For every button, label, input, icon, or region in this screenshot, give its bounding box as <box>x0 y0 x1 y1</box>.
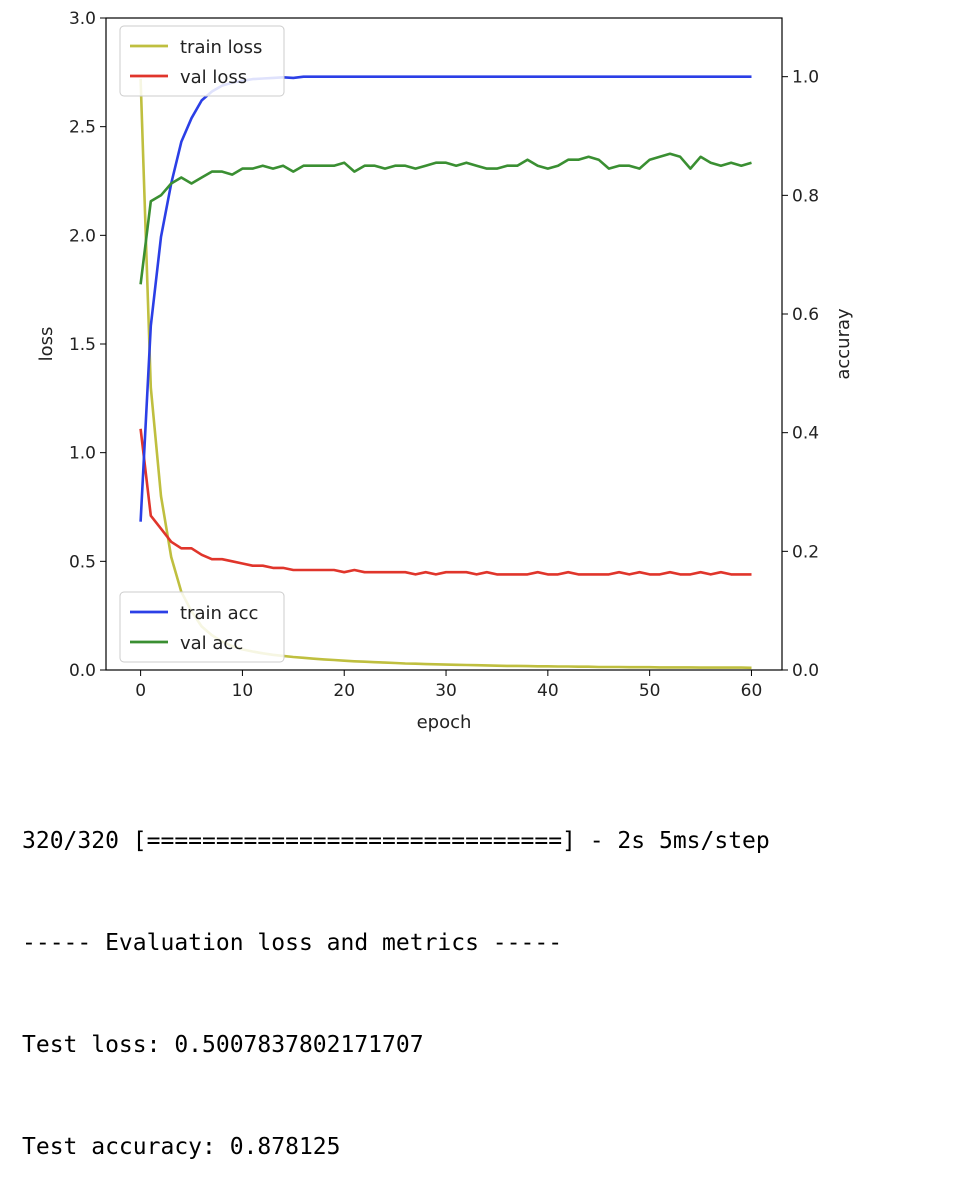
y-left-tick-label: 0.0 <box>69 661 96 681</box>
legend-acc-box <box>119 591 285 663</box>
console-test-loss-line: Test loss: 0.5007837802171707 <box>22 1032 424 1058</box>
console-progress-line: 320/320 [==============================]… <box>22 828 770 854</box>
y-right-tick-label: 0.4 <box>792 424 819 444</box>
training-history-chart: 0 10 20 30 40 50 60 0.0 0.5 1.0 1.5 2.0 2.5 3.0 0.0 0.2… <box>36 9 854 733</box>
y-left-axis-label: loss <box>36 327 57 362</box>
legend-acc-label: val acc <box>180 633 243 654</box>
x-tick-label: 30 <box>435 681 457 701</box>
y-left-tick-label: 3.0 <box>69 9 96 29</box>
series-line-val-acc <box>139 152 752 285</box>
legend-loss-label: train loss <box>180 37 262 58</box>
y-right-tick-label: 0.0 <box>792 661 819 681</box>
legend-acc-label: train acc <box>180 603 258 624</box>
console-test-accuracy-line: Test accuracy: 0.878125 <box>22 1134 341 1160</box>
y-left-tick-label: 1.0 <box>69 444 96 464</box>
y-right-tick-label: 0.6 <box>792 305 819 325</box>
legend-loss-label: val loss <box>180 67 247 88</box>
x-tick-label: 20 <box>333 681 355 701</box>
y-right-tick-label: 0.8 <box>792 186 819 206</box>
y-left-tick-label: 2.0 <box>69 226 96 246</box>
y-right-axis-label: accuray <box>833 308 854 380</box>
legend-loss-box <box>119 25 285 97</box>
y-right-tick-label: 0.2 <box>792 542 819 562</box>
series-line-val-loss <box>139 428 752 576</box>
series-group <box>139 75 752 670</box>
y-left-tick-label: 1.5 <box>69 335 96 355</box>
console-output: 320/320 [==============================]… <box>22 756 952 1198</box>
series-line-train-acc <box>139 75 752 522</box>
x-tick-label: 50 <box>639 681 661 701</box>
x-tick-label: 10 <box>232 681 254 701</box>
x-tick-label: 0 <box>135 681 146 701</box>
x-tick-label: 40 <box>537 681 559 701</box>
series-line-train-loss <box>139 78 752 670</box>
x-axis-label: epoch <box>417 712 472 733</box>
console-header-line: ----- Evaluation loss and metrics ----- <box>22 930 563 956</box>
y-right-tick-label: 1.0 <box>792 68 819 88</box>
x-tick-label: 60 <box>741 681 763 701</box>
chart-svg: 0 10 20 30 40 50 60 0.0 0.5 1.0 1.5 2.0 2.5 3.0 0.0 0.2… <box>36 9 854 733</box>
y-left-tick-label: 0.5 <box>69 552 96 572</box>
y-left-tick-label: 2.5 <box>69 118 96 138</box>
